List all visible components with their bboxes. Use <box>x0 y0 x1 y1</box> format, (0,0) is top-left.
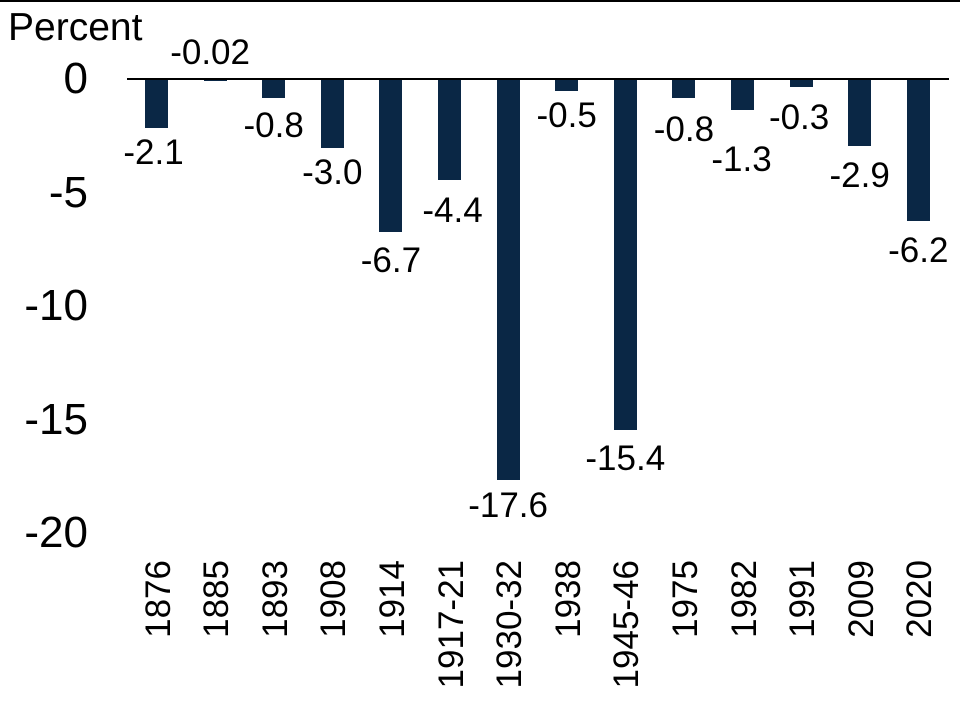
x-axis-label: 1975 <box>665 560 705 638</box>
bar-value-label: -0.3 <box>768 97 830 137</box>
x-axis-label: 2009 <box>841 560 881 638</box>
bar-1991 <box>789 80 813 87</box>
bar-1930-32 <box>496 80 520 480</box>
top-border-line <box>0 0 960 2</box>
y-tick-label: 0 <box>63 54 88 103</box>
bar-1938 <box>555 80 579 92</box>
y-axis-unit-label: Percent <box>8 6 143 49</box>
bar-1982 <box>731 80 754 110</box>
bar-1917-21 <box>438 80 461 180</box>
bar-value-label: -2.1 <box>123 132 184 172</box>
x-axis-label: 1982 <box>724 560 764 638</box>
bar-1945-46 <box>613 80 637 430</box>
y-tick-label: -20 <box>24 508 88 557</box>
x-axis-label: 1917-21 <box>431 560 471 689</box>
x-axis-label: 1876 <box>138 560 178 638</box>
x-axis-label: 1908 <box>314 560 354 638</box>
x-axis-label: 1938 <box>548 560 588 638</box>
bar-value-label: -1.3 <box>711 139 772 179</box>
bar-value-label: -0.8 <box>653 110 715 150</box>
bar-value-label: -0.8 <box>243 106 304 146</box>
x-axis-label: 1945-46 <box>607 560 647 689</box>
bar-value-label: -0.02 <box>170 33 250 72</box>
x-axis-label: 1991 <box>783 560 823 638</box>
bar-1914 <box>379 80 403 233</box>
bar-value-label: -15.4 <box>585 438 666 478</box>
x-axis-label: 1930-32 <box>490 560 530 689</box>
y-tick-label: -10 <box>24 281 88 330</box>
bar-1876 <box>145 80 168 128</box>
bar-value-label: -0.5 <box>536 96 597 136</box>
bar-value-label: -17.6 <box>468 485 548 525</box>
y-tick-label: -5 <box>48 167 88 217</box>
bar-value-label: -3.0 <box>302 153 363 193</box>
bar-value-label: -2.9 <box>829 155 890 195</box>
bar-value-label: -4.4 <box>422 190 483 230</box>
x-axis-zero-line <box>127 78 949 80</box>
bar-2020 <box>906 80 930 221</box>
bar-value-label: -6.2 <box>888 230 949 270</box>
bar-1908 <box>320 80 344 149</box>
bar-2009 <box>848 80 872 146</box>
x-axis-label: 2020 <box>900 560 940 638</box>
x-axis-label: 1914 <box>372 560 412 638</box>
x-axis-label: 1885 <box>197 560 237 638</box>
x-axis-label: 1893 <box>255 560 295 638</box>
bar-1893 <box>262 80 286 99</box>
bar-1975 <box>672 80 696 99</box>
bar-value-label: -6.7 <box>360 241 422 281</box>
y-tick-label: -15 <box>24 394 88 444</box>
